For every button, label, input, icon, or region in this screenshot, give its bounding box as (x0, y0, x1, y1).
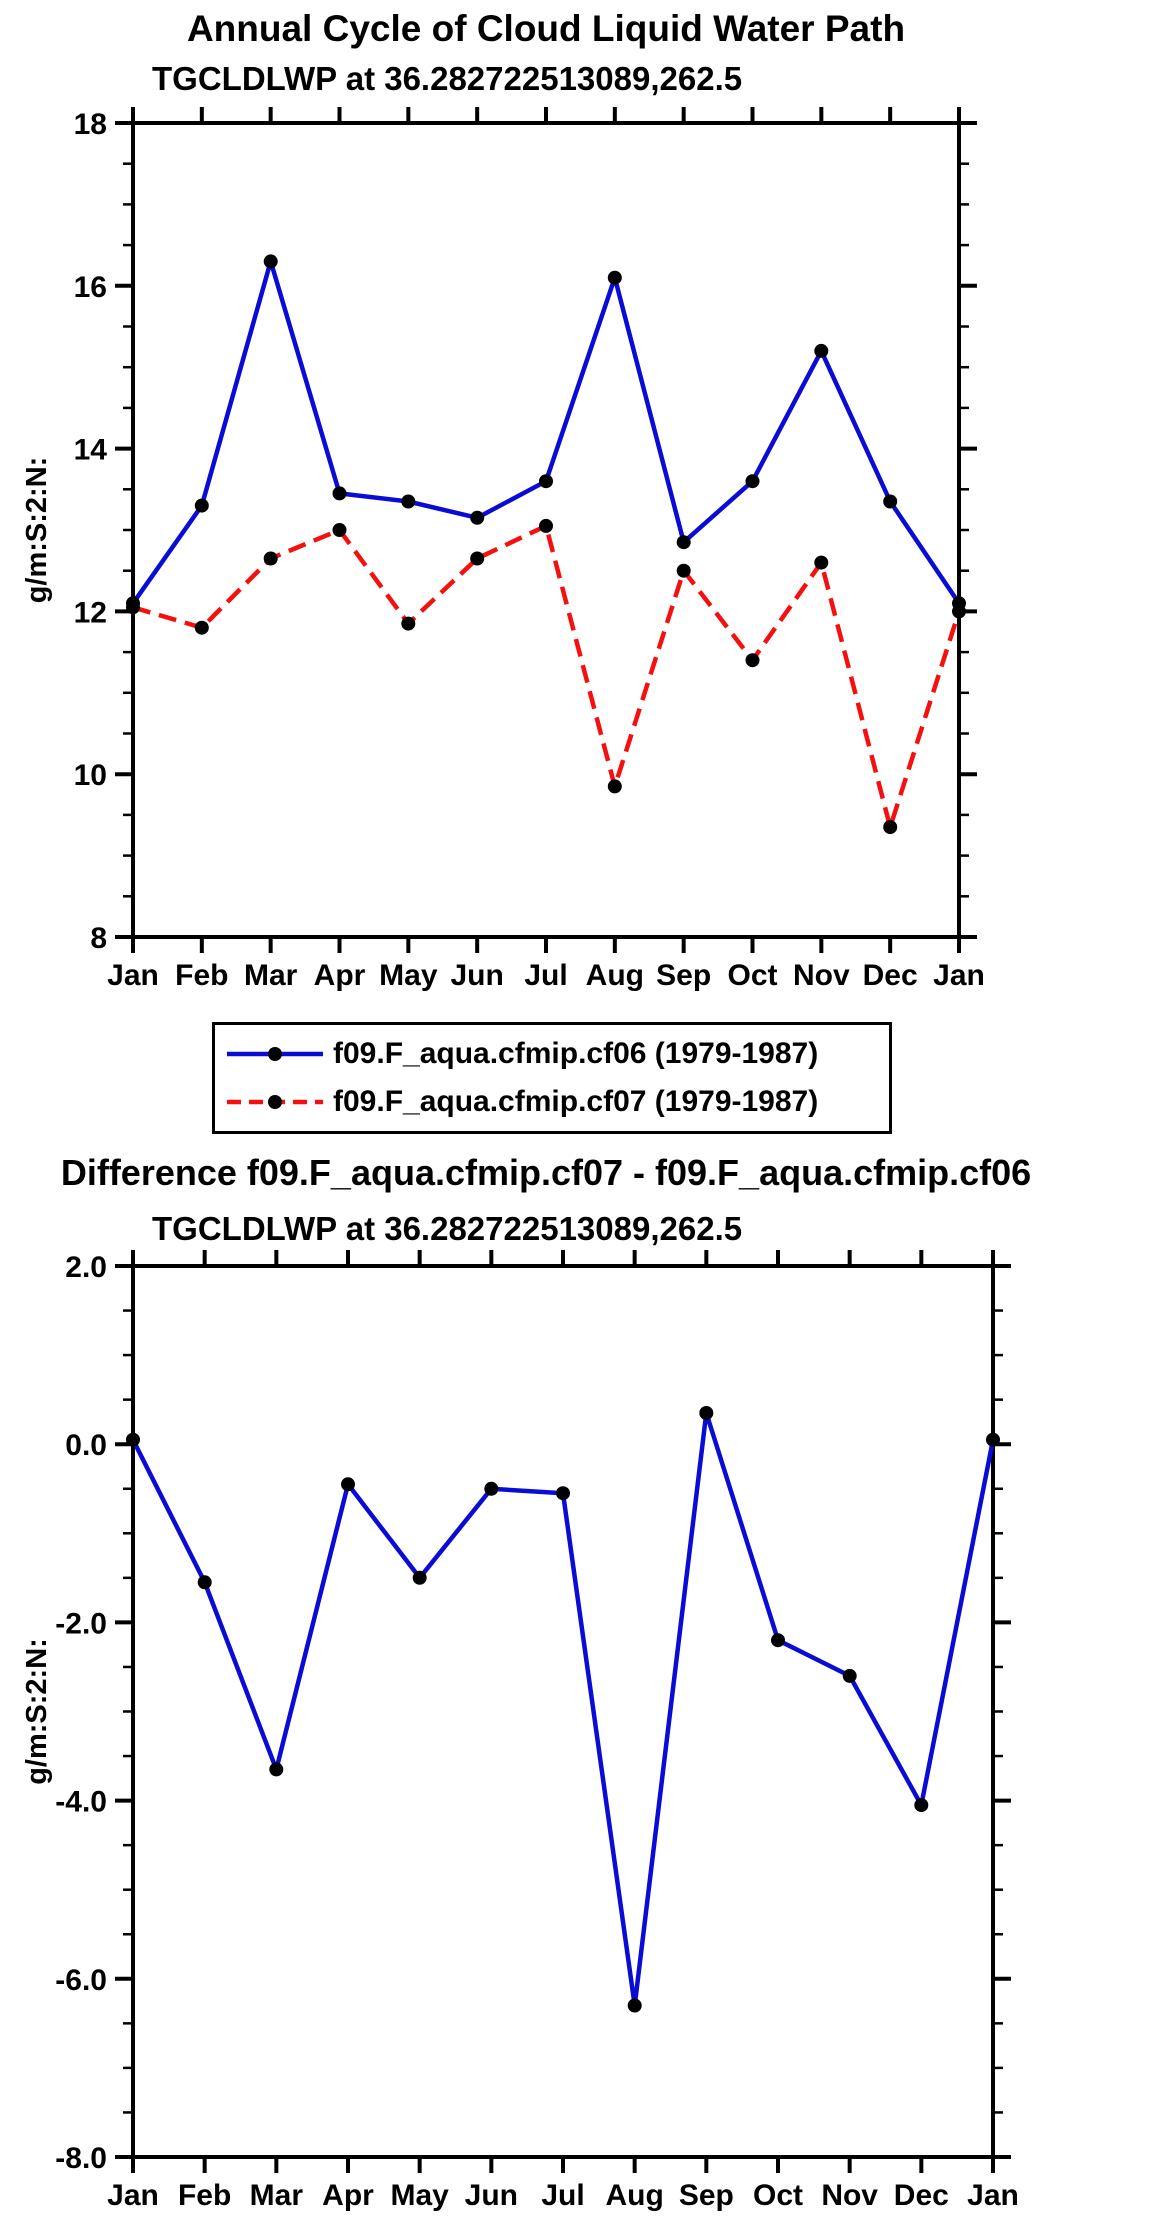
chart2-subtitle: TGCLDLWP at 36.282722513089,262.5 (152, 1210, 743, 1247)
y-tick-label: 8 (90, 922, 107, 955)
y-tick-label: -8.0 (55, 2142, 107, 2175)
chart-1: 8 10 12 14 16 18 Jan Feb Mar Apr May Jun Jul Aug Sep Oc… (21, 107, 985, 992)
x-tick-label: Jan (967, 2179, 1019, 2212)
legend-dashed-line-icon (227, 1095, 323, 1109)
legend: f09.F_aqua.cfmip.cf06 (1979-1987) f09.F_… (212, 1022, 892, 1134)
legend-label-cf06: f09.F_aqua.cfmip.cf06 (1979-1987) (333, 1037, 819, 1070)
x-tick-label: Aug (586, 959, 644, 992)
legend-label-cf07: f09.F_aqua.cfmip.cf07 (1979-1987) (333, 1085, 819, 1118)
chart1-title: Annual Cycle of Cloud Liquid Water Path (186, 8, 906, 49)
x-tick-label: Nov (821, 2179, 878, 2212)
x-tick-label: Aug (606, 2179, 664, 2212)
x-tick-label: Jul (524, 959, 567, 992)
x-tick-label: Feb (175, 959, 228, 992)
y-tick-label: -6.0 (55, 1964, 107, 1997)
x-tick-label: May (379, 959, 438, 992)
y-tick-label: 14 (74, 434, 108, 467)
series-1 (126, 254, 966, 611)
legend-item-cf07: f09.F_aqua.cfmip.cf07 (1979-1987) (225, 1079, 879, 1125)
x-tick-label: Jan (107, 959, 159, 992)
chart1-subtitle: TGCLDLWP at 36.282722513089,262.5 (152, 60, 743, 97)
y-tick-label: 16 (74, 271, 107, 304)
x-tick-label: Oct (753, 2179, 803, 2212)
chart2-title: Difference f09.F_aqua.cfmip.cf07 - f09.F… (60, 1152, 1032, 1193)
series-line (131, 259, 961, 605)
x-tick-label: Apr (314, 959, 366, 992)
y-tick-label: 18 (74, 108, 107, 141)
x-tick-label: Jul (541, 2179, 584, 2212)
y-major-ticks: 8 10 12 14 16 18 (74, 108, 977, 955)
x-tick-label: Dec (863, 959, 918, 992)
y-axis-label: g/m:S:2:N: (21, 1638, 53, 1785)
y-tick-label: -4.0 (55, 1786, 107, 1819)
series-markers (126, 1406, 1000, 2013)
y-tick-label: 10 (74, 759, 107, 792)
y-major-ticks: -8.0 -6.0 -4.0 -2.0 0.0 2.0 (55, 1251, 1011, 2175)
series-markers (126, 518, 966, 835)
x-tick-label: Nov (793, 959, 850, 992)
x-tick-label: Dec (894, 2179, 949, 2212)
x-tick-label: May (390, 2179, 449, 2212)
y-minor-ticks (123, 162, 969, 898)
x-tick-label: Jan (933, 959, 985, 992)
y-tick-label: 0.0 (65, 1429, 107, 1462)
series-line (132, 523, 962, 830)
x-tick-label: Jun (465, 2179, 518, 2212)
legend-solid-line-icon (227, 1047, 323, 1061)
y-tick-label: -2.0 (55, 1607, 107, 1640)
x-tick-label: Sep (679, 2179, 734, 2212)
series-1 (126, 1406, 1000, 2013)
plot-frame (131, 1264, 995, 2159)
x-tick-label: Sep (656, 959, 711, 992)
x-ticks: Jan Feb Mar Apr May Jun Jul Aug Sep Oct Nov Dec Jan (107, 107, 985, 992)
x-tick-label: Jun (450, 959, 503, 992)
y-tick-label: 2.0 (65, 1251, 107, 1284)
x-tick-label: Feb (178, 2179, 231, 2212)
chart-2: -8.0 -6.0 -4.0 -2.0 0.0 2.0 Jan Feb Mar Apr May Jun… (21, 1250, 1019, 2212)
y-tick-label: 12 (74, 596, 107, 629)
legend-item-cf06: f09.F_aqua.cfmip.cf06 (1979-1987) (225, 1031, 879, 1077)
series-line (130, 1410, 996, 2008)
y-axis-label: g/m:S:2:N: (21, 457, 53, 604)
x-tick-label: Mar (244, 959, 298, 992)
y-minor-ticks (123, 1309, 1003, 2114)
x-tick-label: Oct (727, 959, 777, 992)
series-2 (126, 518, 966, 835)
x-tick-label: Mar (250, 2179, 304, 2212)
x-ticks: Jan Feb Mar Apr May Jun Jul Aug Sep Oct Nov Dec Jan (107, 1250, 1019, 2212)
series-markers (126, 254, 966, 611)
x-tick-label: Apr (322, 2179, 374, 2212)
x-tick-label: Jan (107, 2179, 159, 2212)
